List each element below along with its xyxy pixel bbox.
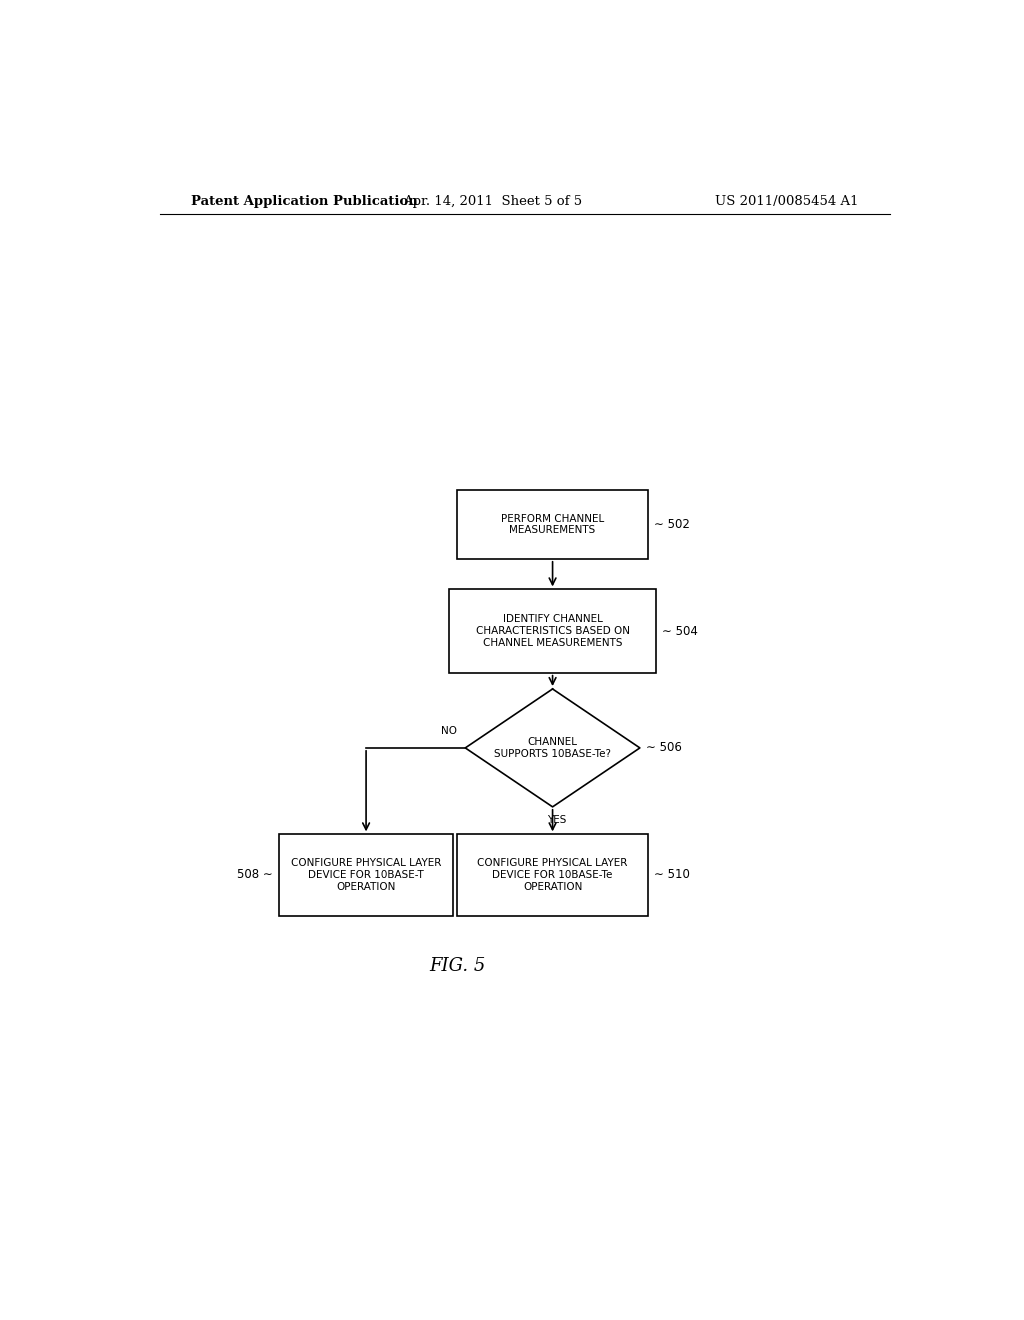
Text: CONFIGURE PHYSICAL LAYER
DEVICE FOR 10BASE-T
OPERATION: CONFIGURE PHYSICAL LAYER DEVICE FOR 10BA…: [291, 858, 441, 891]
Text: ∼ 506: ∼ 506: [646, 742, 682, 755]
Text: ∼ 502: ∼ 502: [654, 517, 690, 531]
Text: FIG. 5: FIG. 5: [429, 957, 485, 975]
Text: Apr. 14, 2011  Sheet 5 of 5: Apr. 14, 2011 Sheet 5 of 5: [403, 194, 583, 207]
Text: US 2011/0085454 A1: US 2011/0085454 A1: [715, 194, 858, 207]
Text: Patent Application Publication: Patent Application Publication: [191, 194, 418, 207]
Text: PERFORM CHANNEL
MEASUREMENTS: PERFORM CHANNEL MEASUREMENTS: [501, 513, 604, 535]
Text: YES: YES: [547, 814, 566, 825]
FancyBboxPatch shape: [458, 490, 648, 558]
Text: ∼ 510: ∼ 510: [654, 869, 690, 882]
Text: NO: NO: [441, 726, 458, 735]
Text: CONFIGURE PHYSICAL LAYER
DEVICE FOR 10BASE-Te
OPERATION: CONFIGURE PHYSICAL LAYER DEVICE FOR 10BA…: [477, 858, 628, 891]
Text: ∼ 504: ∼ 504: [663, 624, 698, 638]
FancyBboxPatch shape: [450, 589, 655, 673]
Text: 508 ∼: 508 ∼: [237, 869, 272, 882]
Text: CHANNEL
SUPPORTS 10BASE-Te?: CHANNEL SUPPORTS 10BASE-Te?: [494, 737, 611, 759]
Text: IDENTIFY CHANNEL
CHARACTERISTICS BASED ON
CHANNEL MEASUREMENTS: IDENTIFY CHANNEL CHARACTERISTICS BASED O…: [475, 614, 630, 648]
FancyBboxPatch shape: [279, 834, 454, 916]
FancyBboxPatch shape: [458, 834, 648, 916]
